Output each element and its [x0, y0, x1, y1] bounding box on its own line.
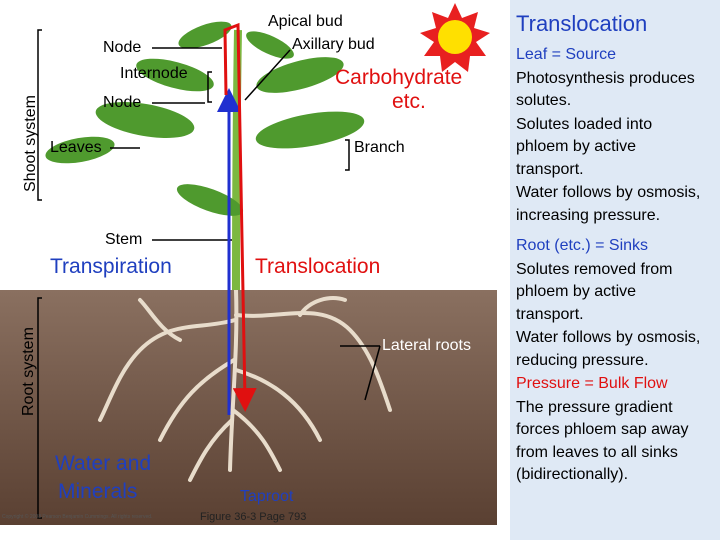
lateral-roots-label: Lateral roots — [382, 337, 471, 354]
sun — [420, 3, 490, 72]
carbohydrate-label: Carbohydrate — [335, 66, 463, 89]
panel-heading: Leaf = Source — [516, 46, 617, 63]
internode-label: Internode — [120, 65, 188, 82]
axillary-bud-label: Axillary bud — [292, 36, 375, 53]
water-label: Water and — [55, 452, 152, 475]
panel-text: Water follows by osmosis, reducing press… — [516, 329, 701, 369]
panel-text: Photosynthesis produces solutes. — [516, 69, 695, 110]
node-label: Node — [103, 39, 142, 56]
panel-text: Water follows by osmosis, increasing pre… — [516, 184, 701, 224]
taproot-label: Taproot — [240, 488, 294, 505]
panel-text: The pressure gradient forces phloem sap … — [516, 398, 689, 484]
panel-heading: Root (etc.) = Sinks — [516, 237, 649, 254]
apical-bud-label: Apical bud — [268, 13, 343, 30]
copyright: Copyright © 2008 Pearson Benjamin Cummin… — [2, 514, 153, 520]
etc-label: etc. — [392, 90, 426, 113]
panel-text: Solutes loaded into phloem by active tra… — [516, 115, 653, 178]
panel-heading: Pressure = Bulk Flow — [516, 375, 668, 392]
root-system-label: Root system — [20, 327, 37, 416]
translocation-arrow — [223, 22, 257, 412]
leaves-label: Leaves — [50, 139, 102, 156]
leaves — [45, 21, 365, 216]
stem — [232, 29, 242, 291]
figure-caption: Figure 36-3 Page 793 — [200, 511, 307, 523]
transpiration-label: Transpiration — [50, 255, 172, 278]
translocation-label: Translocation — [255, 255, 381, 278]
panel-text: Solutes removed from phloem by active tr… — [516, 260, 673, 323]
branch-label: Branch — [354, 139, 405, 156]
text-panel: Translocation Leaf = Source Photosynthes… — [510, 0, 720, 540]
panel-title: Translocation — [516, 11, 648, 36]
minerals-label: Minerals — [58, 480, 138, 503]
plant-illustration — [0, 3, 497, 525]
stem-label: Stem — [105, 231, 143, 248]
leader-lines — [37, 29, 381, 519]
shoot-system-label: Shoot system — [22, 95, 39, 192]
node-label: Node — [103, 94, 142, 111]
roots — [98, 288, 392, 482]
